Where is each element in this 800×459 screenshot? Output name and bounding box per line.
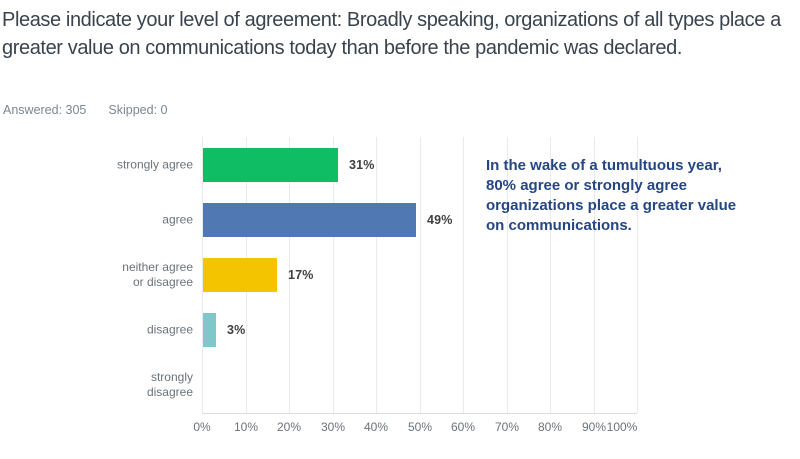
x-tick-label: 40% [363,420,389,434]
x-tick-label: 60% [450,420,476,434]
bar [203,203,416,237]
skipped-count: Skipped: 0 [108,103,168,117]
gridline [333,137,334,413]
answered-count: Answered: 305 [3,103,87,117]
x-tick-label: 50% [407,420,433,434]
gridline [463,137,464,413]
category-label: disagree [146,322,193,337]
gridline [594,137,595,413]
category-label: strongly disagree [146,370,193,399]
gridline [637,137,638,413]
x-tick-label: 100% [606,420,638,434]
bar-value-label: 17% [288,268,314,282]
x-tick-label: 30% [320,420,346,434]
x-tick-label: 20% [276,420,302,434]
x-tick-label: 70% [494,420,520,434]
gridline [289,137,290,413]
question-title: Please indicate your level of agreement:… [2,9,781,59]
gridline [550,137,551,413]
category-label: neither agree or disagree [122,260,193,289]
annotation-text: In the wake of a tumultuous year, 80% ag… [486,156,786,236]
bar-value-label: 49% [427,213,453,227]
gridline [420,137,421,413]
x-tick-label: 90% [581,420,607,434]
x-tick-label: 0% [193,420,211,434]
annotation-line: on communications. [486,217,632,234]
category-label: agree [162,212,193,227]
bar-value-label: 31% [349,158,375,172]
x-tick-label: 80% [537,420,563,434]
annotation-line: In the wake of a tumultuous year, [486,157,722,174]
category-label: strongly agree [116,157,193,172]
response-stats: Answered: 305 Skipped: 0 [3,103,189,117]
bar-value-label: 3% [227,323,246,337]
bar [203,258,277,292]
gridline [202,137,203,413]
annotation-line: 80% agree or strongly agree [486,177,687,194]
x-tick-label: 10% [233,420,259,434]
bar [203,148,338,182]
plot-area [202,137,638,414]
bar [203,313,216,347]
gridline [507,137,508,413]
annotation-line: organizations place a greater value [486,197,737,214]
gridline [376,137,377,413]
